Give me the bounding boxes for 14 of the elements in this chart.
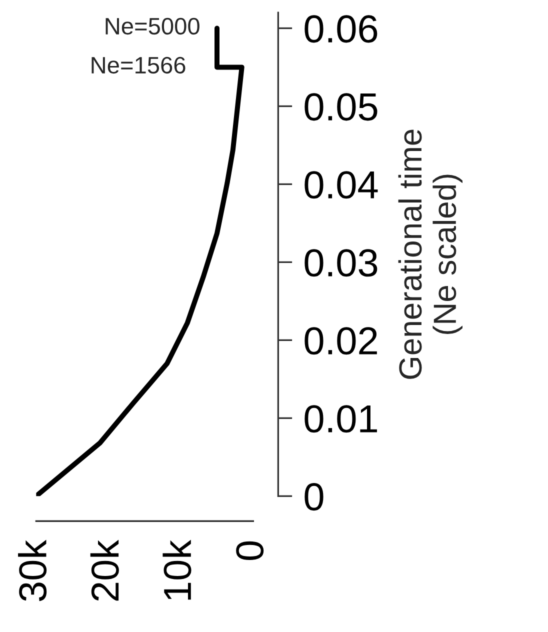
annotation: Ne=1566: [92, 56, 186, 74]
x-tick-label: 30k: [18, 540, 47, 602]
y-tick-label: 0: [304, 483, 324, 511]
annotation: Ne=5000: [106, 18, 200, 35]
y-axis-title: Generational time (Ne scaled): [398, 130, 462, 379]
x-tick-label: 10k: [162, 540, 192, 600]
x-tick-label: 0: [236, 541, 264, 560]
y-tick-label: 0.04: [304, 171, 378, 199]
y-tick-label: 0.01: [304, 405, 377, 433]
y-tick-label: 0.02: [304, 327, 377, 355]
y-tick-label: 0.05: [304, 93, 378, 121]
x-tick-label: 20k: [90, 540, 119, 601]
y-tick-label: 0.03: [304, 249, 378, 277]
y-tick-label: 0.06: [304, 15, 378, 43]
